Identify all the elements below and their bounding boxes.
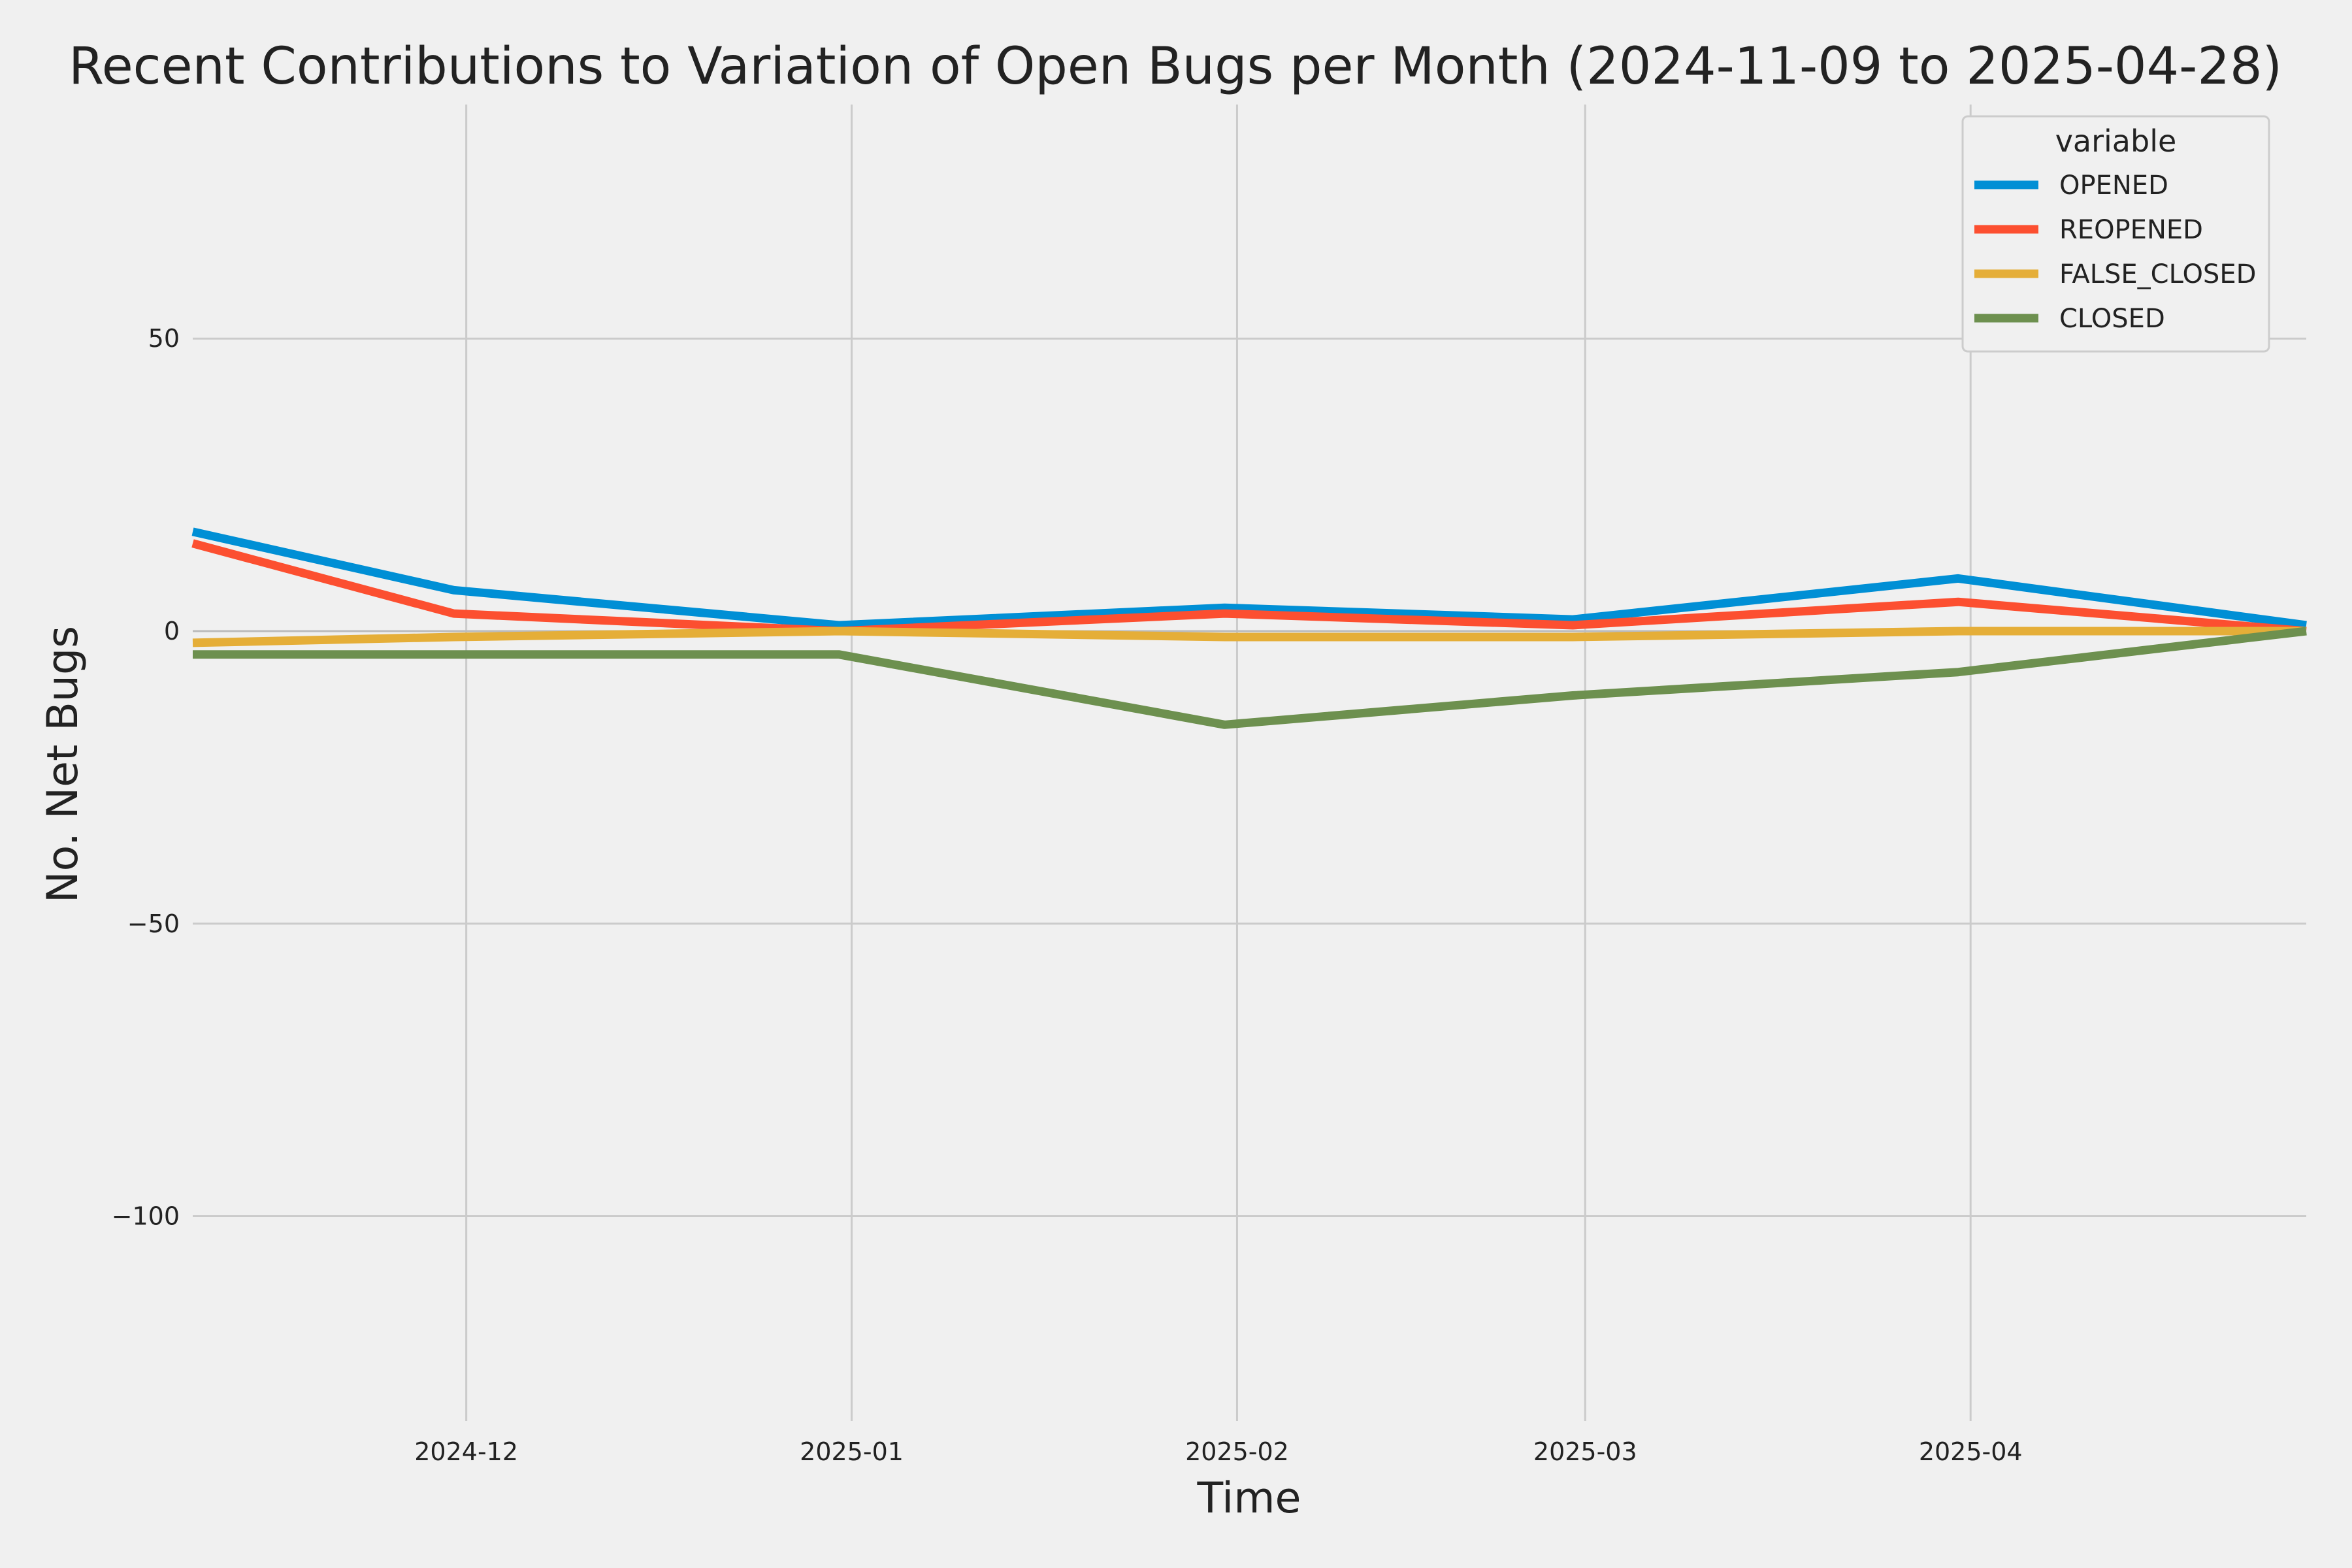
series-lines [191, 527, 2307, 729]
series-line-closed [193, 627, 2307, 729]
legend-box [1961, 115, 2270, 353]
x-tick-label: 2025-03 [1533, 1437, 1637, 1466]
x-tick-label: 2025-04 [1919, 1437, 2023, 1466]
y-axis-label: No. Net Bugs [39, 626, 88, 903]
legend-title: variable [2055, 123, 2177, 159]
x-axis-label: Time [1196, 1474, 1301, 1523]
chart-title: Recent Contributions to Variation of Ope… [69, 37, 2282, 96]
legend-label: REOPENED [2059, 215, 2203, 245]
series-line-false-closed [192, 627, 2306, 647]
x-tick-label: 2025-01 [800, 1437, 904, 1466]
series-line-reopened [191, 539, 2307, 636]
y-tick-label: −100 [112, 1202, 180, 1231]
legend-label: FALSE_CLOSED [2059, 259, 2256, 289]
tick-labels: 2024-12 2025-01 2025-02 2025-03 2025-04 50 0 −5… [112, 324, 2023, 1466]
legend-label: OPENED [2059, 171, 2168, 201]
y-tick-label: −50 [127, 909, 180, 938]
y-tick-label: 0 [164, 617, 180, 645]
x-tick-label: 2025-02 [1185, 1437, 1289, 1466]
legend-label: CLOSED [2059, 304, 2165, 334]
x-tick-label: 2024-12 [414, 1437, 518, 1466]
legend-items: OPENED REOPENED FALSE_CLOSED CLOSED [1974, 171, 2256, 334]
legend: variable OPENED REOPENED FALSE_CLOSED CLOSE… [1961, 115, 2270, 353]
series-line-opened [191, 527, 2307, 630]
y-tick-label: 50 [148, 324, 180, 353]
